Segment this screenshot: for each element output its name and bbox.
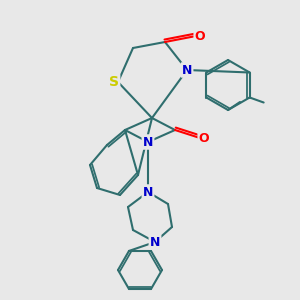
Text: O: O — [195, 29, 205, 43]
Text: N: N — [150, 236, 160, 248]
Text: N: N — [182, 64, 192, 76]
Text: S: S — [109, 75, 119, 89]
Text: N: N — [143, 136, 153, 148]
Text: O: O — [199, 131, 209, 145]
Text: N: N — [143, 185, 153, 199]
